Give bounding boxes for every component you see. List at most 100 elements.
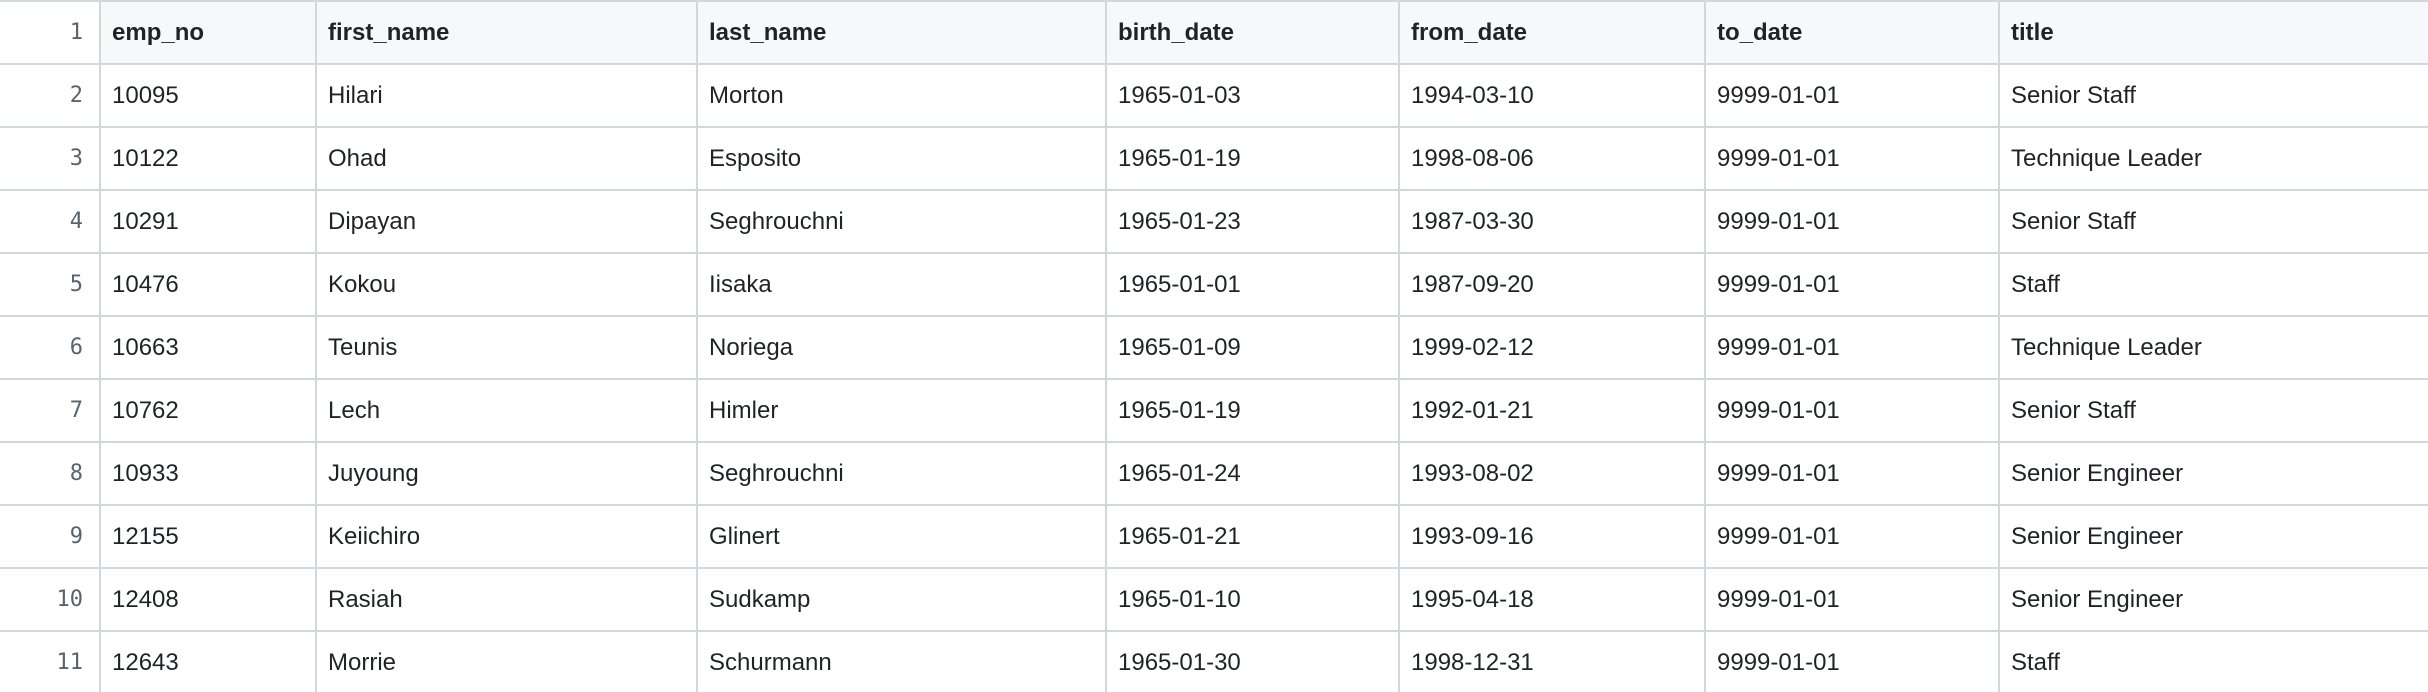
cell-last-name: Seghrouchni — [697, 442, 1107, 506]
table-row: 9 12155 Keiichiro Glinert 1965-01-21 199… — [0, 505, 2428, 569]
cell-from-date: 1993-09-16 — [1399, 505, 1706, 569]
table-row: 7 10762 Lech Himler 1965-01-19 1992-01-2… — [0, 379, 2428, 443]
cell-last-name: Esposito — [697, 127, 1107, 191]
line-number[interactable]: 9 — [0, 505, 101, 569]
cell-last-name: Himler — [697, 379, 1107, 443]
cell-emp-no: 10095 — [100, 63, 317, 128]
cell-first-name: Keiichiro — [316, 505, 698, 569]
cell-birth-date: 1965-01-10 — [1106, 568, 1400, 632]
column-header-emp-no: emp_no — [100, 0, 317, 65]
table-row: 4 10291 Dipayan Seghrouchni 1965-01-23 1… — [0, 190, 2428, 254]
table-row: 5 10476 Kokou Iisaka 1965-01-01 1987-09-… — [0, 253, 2428, 317]
line-number[interactable]: 6 — [0, 316, 101, 380]
cell-emp-no: 10762 — [100, 379, 317, 443]
cell-to-date: 9999-01-01 — [1705, 379, 2000, 443]
cell-title: Senior Engineer — [1999, 568, 2428, 632]
cell-emp-no: 10122 — [100, 127, 317, 191]
cell-title: Senior Engineer — [1999, 505, 2428, 569]
cell-first-name: Ohad — [316, 127, 698, 191]
column-header-first-name: first_name — [316, 0, 698, 65]
line-number[interactable]: 4 — [0, 190, 101, 254]
cell-title: Senior Engineer — [1999, 442, 2428, 506]
table-row: 3 10122 Ohad Esposito 1965-01-19 1998-08… — [0, 127, 2428, 191]
cell-title: Senior Staff — [1999, 63, 2428, 128]
cell-first-name: Morrie — [316, 631, 698, 692]
cell-first-name: Dipayan — [316, 190, 698, 254]
line-number[interactable]: 10 — [0, 568, 101, 632]
table-row: 10 12408 Rasiah Sudkamp 1965-01-10 1995-… — [0, 568, 2428, 632]
column-header-from-date: from_date — [1399, 0, 1706, 65]
cell-from-date: 1998-08-06 — [1399, 127, 1706, 191]
header-row: 1 emp_no first_name last_name birth_date… — [0, 0, 2428, 65]
cell-emp-no: 12643 — [100, 631, 317, 692]
cell-emp-no: 12408 — [100, 568, 317, 632]
cell-title: Senior Staff — [1999, 190, 2428, 254]
cell-birth-date: 1965-01-30 — [1106, 631, 1400, 692]
cell-from-date: 1992-01-21 — [1399, 379, 1706, 443]
cell-to-date: 9999-01-01 — [1705, 63, 2000, 128]
line-number[interactable]: 7 — [0, 379, 101, 443]
cell-title: Technique Leader — [1999, 316, 2428, 380]
cell-first-name: Juyoung — [316, 442, 698, 506]
cell-first-name: Hilari — [316, 63, 698, 128]
cell-from-date: 1995-04-18 — [1399, 568, 1706, 632]
cell-from-date: 1987-09-20 — [1399, 253, 1706, 317]
cell-to-date: 9999-01-01 — [1705, 442, 2000, 506]
cell-emp-no: 10291 — [100, 190, 317, 254]
cell-from-date: 1993-08-02 — [1399, 442, 1706, 506]
cell-birth-date: 1965-01-23 — [1106, 190, 1400, 254]
cell-to-date: 9999-01-01 — [1705, 316, 2000, 380]
cell-from-date: 1999-02-12 — [1399, 316, 1706, 380]
cell-birth-date: 1965-01-09 — [1106, 316, 1400, 380]
cell-first-name: Kokou — [316, 253, 698, 317]
table-row: 8 10933 Juyoung Seghrouchni 1965-01-24 1… — [0, 442, 2428, 506]
line-number[interactable]: 8 — [0, 442, 101, 506]
cell-last-name: Schurmann — [697, 631, 1107, 692]
column-header-last-name: last_name — [697, 0, 1107, 65]
cell-last-name: Iisaka — [697, 253, 1107, 317]
column-header-birth-date: birth_date — [1106, 0, 1400, 65]
cell-title: Technique Leader — [1999, 127, 2428, 191]
cell-birth-date: 1965-01-19 — [1106, 379, 1400, 443]
cell-emp-no: 10476 — [100, 253, 317, 317]
cell-birth-date: 1965-01-01 — [1106, 253, 1400, 317]
cell-birth-date: 1965-01-24 — [1106, 442, 1400, 506]
cell-to-date: 9999-01-01 — [1705, 631, 2000, 692]
cell-to-date: 9999-01-01 — [1705, 505, 2000, 569]
line-number[interactable]: 2 — [0, 63, 101, 128]
column-header-title: title — [1999, 0, 2428, 65]
table-row: 2 10095 Hilari Morton 1965-01-03 1994-03… — [0, 63, 2428, 128]
cell-to-date: 9999-01-01 — [1705, 127, 2000, 191]
cell-from-date: 1987-03-30 — [1399, 190, 1706, 254]
cell-birth-date: 1965-01-21 — [1106, 505, 1400, 569]
cell-last-name: Seghrouchni — [697, 190, 1107, 254]
cell-birth-date: 1965-01-19 — [1106, 127, 1400, 191]
cell-first-name: Lech — [316, 379, 698, 443]
cell-title: Staff — [1999, 253, 2428, 317]
cell-to-date: 9999-01-01 — [1705, 568, 2000, 632]
cell-birth-date: 1965-01-03 — [1106, 63, 1400, 128]
cell-from-date: 1998-12-31 — [1399, 631, 1706, 692]
line-number[interactable]: 3 — [0, 127, 101, 191]
cell-emp-no: 12155 — [100, 505, 317, 569]
cell-emp-no: 10933 — [100, 442, 317, 506]
cell-last-name: Noriega — [697, 316, 1107, 380]
cell-to-date: 9999-01-01 — [1705, 190, 2000, 254]
cell-last-name: Glinert — [697, 505, 1107, 569]
cell-from-date: 1994-03-10 — [1399, 63, 1706, 128]
cell-last-name: Morton — [697, 63, 1107, 128]
cell-title: Staff — [1999, 631, 2428, 692]
cell-title: Senior Staff — [1999, 379, 2428, 443]
table-row: 6 10663 Teunis Noriega 1965-01-09 1999-0… — [0, 316, 2428, 380]
cell-first-name: Teunis — [316, 316, 698, 380]
cell-emp-no: 10663 — [100, 316, 317, 380]
cell-last-name: Sudkamp — [697, 568, 1107, 632]
line-number[interactable]: 11 — [0, 631, 101, 692]
cell-first-name: Rasiah — [316, 568, 698, 632]
line-number[interactable]: 5 — [0, 253, 101, 317]
column-header-to-date: to_date — [1705, 0, 2000, 65]
cell-to-date: 9999-01-01 — [1705, 253, 2000, 317]
line-number[interactable]: 1 — [0, 0, 101, 65]
